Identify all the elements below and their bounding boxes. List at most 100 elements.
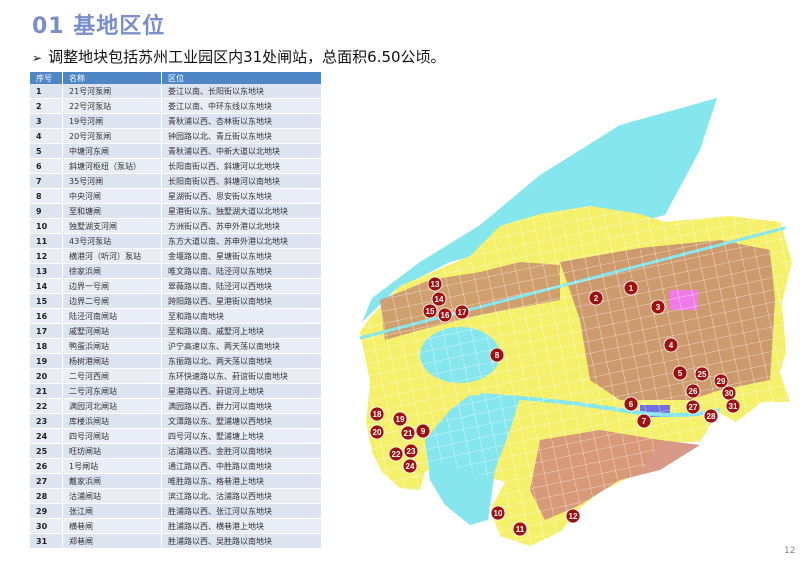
sluice-table: 序号 名称 区位 1 21号河泵闸 娄江以南、长阳街以东地块 2 22号河泵站 娄江以南、… — [30, 72, 322, 549]
marker-circle — [431, 291, 447, 307]
table-row: 30 横巷闸 胜浦路以西、横巷港上地块 — [30, 518, 322, 534]
road-grid — [360, 206, 792, 546]
marker-label: 3 — [656, 303, 661, 312]
sluice-marker-27[interactable]: 27 — [685, 399, 701, 415]
sluice-name: 20号河泵闸 — [62, 128, 162, 144]
marker-label: 2 — [594, 294, 599, 303]
sluice-marker-22[interactable]: 22 — [388, 446, 404, 462]
sluice-marker-31[interactable]: 31 — [725, 398, 741, 414]
sluice-name: 郑巷闸 — [62, 533, 162, 549]
sluice-marker-9[interactable]: 9 — [415, 423, 431, 439]
sluice-name: 22号河泵站 — [62, 98, 162, 114]
row-number: 4 — [30, 128, 63, 144]
sluice-location: 青秋浦以西、中新大道以北地块 — [161, 143, 322, 159]
sluice-marker-11[interactable]: 11 — [512, 521, 528, 537]
marker-label: 12 — [569, 512, 578, 521]
sluice-marker-8[interactable]: 8 — [489, 347, 505, 363]
row-number: 29 — [30, 503, 63, 519]
sluice-marker-3[interactable]: 3 — [650, 299, 666, 315]
marker-label: 29 — [717, 377, 726, 386]
row-number: 7 — [30, 173, 63, 189]
sluice-name: 四号河闸站 — [62, 428, 162, 444]
sluice-name: 戴家浜闸 — [62, 473, 162, 489]
marker-circle — [713, 373, 729, 389]
sluice-marker-19[interactable]: 19 — [392, 411, 408, 427]
marker-circle — [703, 408, 719, 424]
marker-label: 26 — [689, 387, 698, 396]
marker-circle — [402, 458, 418, 474]
sluice-marker-5[interactable]: 5 — [672, 365, 688, 381]
sluice-location: 唯胜路以东、格巷港上地块 — [161, 473, 322, 489]
sluice-name: 中央河闸 — [62, 188, 162, 204]
marker-circle — [663, 337, 679, 353]
table-row: 13 徐家浜闸 唯文路以南、陆泾河以东地块 — [30, 263, 322, 279]
sluice-marker-29[interactable]: 29 — [713, 373, 729, 389]
table-row: 19 杨树港闸站 东振路以北、两天荡以南地块 — [30, 353, 322, 369]
sluice-marker-20[interactable]: 20 — [369, 424, 385, 440]
sluice-marker-23[interactable]: 23 — [403, 443, 419, 459]
marker-label: 9 — [421, 427, 426, 436]
row-number: 25 — [30, 443, 63, 459]
sluice-location: 胜浦路以西、吴胜路以南地块 — [161, 533, 322, 549]
row-number: 15 — [30, 293, 63, 309]
sluice-marker-7[interactable]: 7 — [636, 413, 652, 429]
sluice-location: 方洲街以西、苏申外港以北地块 — [161, 218, 322, 234]
table-row: 20 二号河西闸 东环快速路以东、葑谊街以南地块 — [30, 368, 322, 384]
sluice-location: 翠薇路以南、陆泾河以西地块 — [161, 278, 322, 294]
marker-circle — [369, 424, 385, 440]
marker-circle — [565, 508, 581, 524]
sluice-marker-16[interactable]: 16 — [437, 307, 453, 323]
sluice-marker-26[interactable]: 26 — [685, 383, 701, 399]
sluice-marker-25[interactable]: 25 — [694, 366, 710, 382]
sluice-marker-2[interactable]: 2 — [588, 290, 604, 306]
row-number: 27 — [30, 473, 63, 489]
marker-circle — [685, 399, 701, 415]
col-header-name: 名称 — [62, 72, 162, 84]
sluice-marker-4[interactable]: 4 — [663, 337, 679, 353]
marker-circle — [694, 366, 710, 382]
marker-label: 17 — [458, 308, 467, 317]
sluice-name: 边界二号闸 — [62, 293, 162, 309]
marker-label: 30 — [725, 389, 734, 398]
sluice-location: 星港街以东、独墅湖大道以北地块 — [161, 203, 322, 219]
row-number: 18 — [30, 338, 63, 354]
sluice-name: 杨树港闸站 — [62, 353, 162, 369]
sluice-marker-30[interactable]: 30 — [721, 385, 737, 401]
sluice-marker-13[interactable]: 13 — [427, 276, 443, 292]
sluice-marker-21[interactable]: 21 — [400, 425, 416, 441]
row-number: 12 — [30, 248, 63, 264]
marker-circle — [403, 443, 419, 459]
sluice-marker-14[interactable]: 14 — [431, 291, 447, 307]
sluice-name: 横港河（听河）泵站 — [62, 248, 162, 264]
sluice-location: 至和路以南地块 — [161, 308, 322, 324]
table-row: 7 35号河闸 长阳南街以西、斜塘河以南地块 — [30, 173, 322, 189]
marker-label: 10 — [494, 509, 503, 518]
row-number: 23 — [30, 413, 63, 429]
sluice-location: 至和路以南、戚墅河上地块 — [161, 323, 322, 339]
marker-circle — [490, 505, 506, 521]
marker-label: 21 — [404, 429, 413, 438]
subtitle: ➢ 调整地块包括苏州工业园区内31处闸站，总面积6.50公顷。 — [32, 46, 446, 67]
sluice-marker-6[interactable]: 6 — [623, 396, 639, 412]
table-row: 26 1号闸站 通江路以西、中胜路以南地块 — [30, 458, 322, 474]
sluice-marker-24[interactable]: 24 — [402, 458, 418, 474]
sluice-name: 至和塘闸 — [62, 203, 162, 219]
table-row: 10 独墅湖支河闸 方洲街以西、苏申外港以北地块 — [30, 218, 322, 234]
marker-circle — [489, 347, 505, 363]
sluice-marker-28[interactable]: 28 — [703, 408, 719, 424]
page-number: 12 — [784, 546, 796, 556]
table-row: 2 22号河泵站 娄江以南、中环东线以东地块 — [30, 98, 322, 114]
sluice-location: 跨阳路以西、星港街以南地块 — [161, 293, 322, 309]
sluice-location: 胜浦路以西、张江河以东地块 — [161, 503, 322, 519]
table-row: 6 斜塘河枢纽（泵站） 长阳南街以西、斜塘河以北地块 — [30, 158, 322, 174]
sluice-marker-10[interactable]: 10 — [490, 505, 506, 521]
sluice-marker-17[interactable]: 17 — [454, 304, 470, 320]
sluice-marker-18[interactable]: 18 — [369, 406, 385, 422]
table-row: 27 戴家浜闸 唯胜路以东、格巷港上地块 — [30, 473, 322, 489]
sluice-marker-1[interactable]: 1 — [623, 280, 639, 296]
table-row: 25 旺坊闸站 沽浦路以西、金胜河以南地块 — [30, 443, 322, 459]
sluice-marker-12[interactable]: 12 — [565, 508, 581, 524]
sluice-marker-15[interactable]: 15 — [422, 303, 438, 319]
table-row: 12 横港河（听河）泵站 金堰路以南、星塘街以东地块 — [30, 248, 322, 264]
sluice-name: 旺坊闸站 — [62, 443, 162, 459]
